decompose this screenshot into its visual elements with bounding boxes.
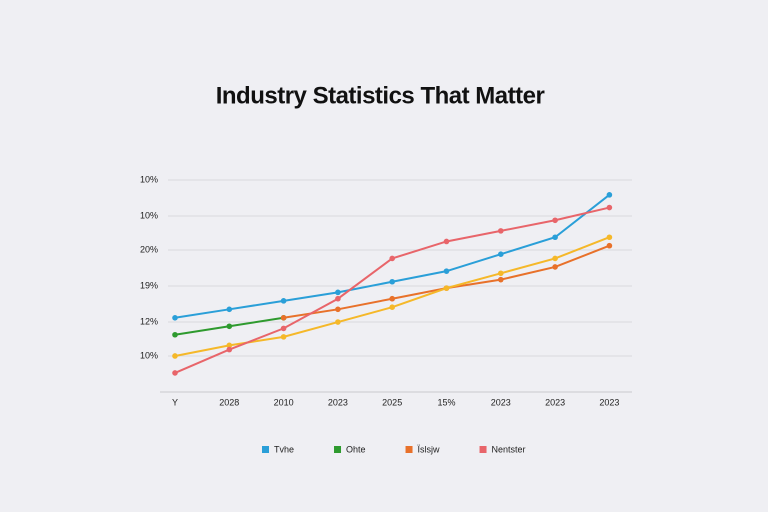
data-point [443, 285, 450, 291]
data-point [498, 270, 504, 277]
x-tick-label: Y [172, 397, 178, 407]
legend-label: Ohte [346, 444, 366, 454]
data-point [280, 315, 287, 321]
data-point [226, 342, 233, 349]
legend-swatch [262, 446, 269, 453]
data-point [552, 264, 558, 270]
legend-swatch [405, 446, 413, 453]
data-point [172, 370, 178, 376]
x-tick-label: 15% [437, 397, 455, 407]
y-tick-label: 20% [140, 244, 158, 254]
x-tick-label: 2023 [328, 397, 348, 407]
chart-title: Industry Statistics That Matter [216, 82, 545, 109]
x-tick-label: 2028 [219, 397, 239, 407]
x-tick-label: 2025 [382, 397, 402, 407]
data-point [606, 234, 613, 241]
x-tick-label: 2023 [599, 397, 619, 407]
data-point [389, 278, 396, 285]
data-point [498, 228, 504, 234]
y-tick-label: 12% [140, 316, 158, 326]
legend-label: Tvhe [274, 444, 294, 454]
data-point [172, 315, 178, 321]
legend-swatch [479, 446, 487, 453]
data-point [389, 295, 396, 302]
legend-label: Ïslsjw [418, 444, 440, 454]
data-point [606, 192, 613, 198]
x-tick-label: 2023 [491, 397, 511, 407]
data-point [498, 276, 504, 283]
y-tick-label: 10% [140, 174, 158, 184]
data-point [226, 306, 233, 313]
data-point [389, 255, 396, 262]
data-point [280, 334, 287, 340]
y-tick-label: 10% [140, 210, 158, 220]
legend-label: Nentster [492, 444, 526, 454]
data-point [443, 238, 450, 245]
data-point [280, 325, 287, 332]
data-point [443, 268, 450, 274]
data-point [226, 323, 233, 330]
data-point [498, 251, 504, 257]
data-point [280, 298, 287, 304]
x-tick-label: 2023 [545, 397, 565, 407]
data-point [552, 217, 558, 224]
data-point [606, 204, 613, 211]
data-point [335, 306, 341, 313]
data-point [389, 304, 396, 311]
data-point [226, 346, 233, 353]
x-tick-label: 2010 [274, 397, 294, 407]
y-tick-label: 19% [140, 280, 158, 290]
data-point [335, 295, 341, 302]
data-point [335, 289, 341, 296]
y-tick-label: 10% [140, 350, 158, 360]
data-point [172, 331, 178, 338]
data-point [552, 234, 558, 241]
data-point [172, 353, 178, 359]
data-point [335, 319, 341, 325]
data-point [552, 255, 558, 262]
legend-swatch [334, 446, 342, 453]
data-point [606, 242, 613, 249]
